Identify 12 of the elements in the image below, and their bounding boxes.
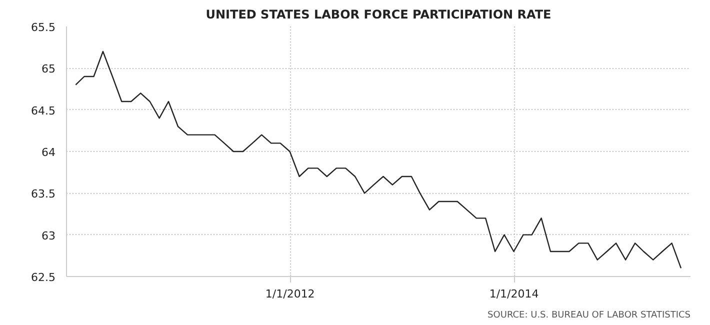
y-tick-label: 64.5 <box>31 104 56 118</box>
y-tick-label: 63 <box>42 229 56 242</box>
y-tick-label: 65 <box>42 62 56 76</box>
y-tick-label: 62.5 <box>31 271 56 284</box>
source-note: SOURCE: U.S. BUREAU OF LABOR STATISTICS <box>488 310 691 320</box>
y-tick-label: 63.5 <box>31 188 56 201</box>
chart-title: UNITED STATES LABOR FORCE PARTICIPATION RATE <box>206 8 552 22</box>
y-tick-label: 64 <box>42 146 56 159</box>
y-tick-label: 65.5 <box>31 21 56 34</box>
line-series <box>75 50 682 269</box>
x-tick-label: 1/1/2014 <box>489 288 539 300</box>
x-tick-label: 1/1/2012 <box>265 288 315 300</box>
